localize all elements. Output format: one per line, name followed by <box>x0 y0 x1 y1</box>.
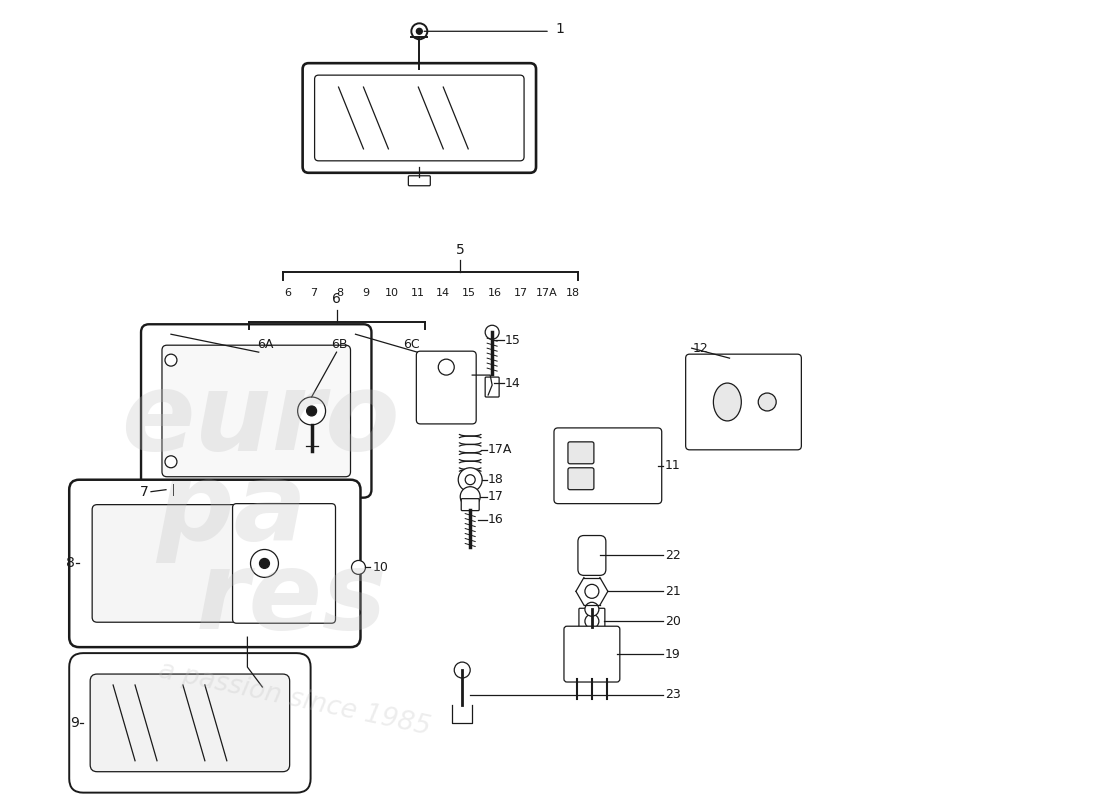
Text: 17A: 17A <box>488 443 513 456</box>
Circle shape <box>585 584 598 598</box>
Text: 16: 16 <box>488 288 502 298</box>
Text: 18: 18 <box>488 474 504 486</box>
Circle shape <box>485 326 499 339</box>
Text: 10: 10 <box>384 288 398 298</box>
Text: 12: 12 <box>693 342 708 354</box>
Text: 22: 22 <box>664 549 681 562</box>
FancyBboxPatch shape <box>69 480 361 647</box>
Text: 23: 23 <box>664 689 681 702</box>
FancyBboxPatch shape <box>141 324 372 498</box>
Circle shape <box>251 550 278 578</box>
Text: 1: 1 <box>556 22 564 36</box>
FancyBboxPatch shape <box>90 674 289 772</box>
Circle shape <box>307 406 317 416</box>
Text: 15: 15 <box>505 334 521 346</box>
Text: 14: 14 <box>505 377 521 390</box>
Text: 17: 17 <box>514 288 528 298</box>
Text: 15: 15 <box>462 288 476 298</box>
Circle shape <box>454 662 470 678</box>
Text: 6B: 6B <box>331 338 348 351</box>
Text: 5: 5 <box>455 242 464 257</box>
FancyBboxPatch shape <box>579 608 605 634</box>
Ellipse shape <box>714 383 741 421</box>
Circle shape <box>352 561 365 574</box>
Circle shape <box>758 393 777 411</box>
FancyBboxPatch shape <box>408 176 430 186</box>
Circle shape <box>416 28 422 34</box>
Circle shape <box>165 456 177 468</box>
FancyBboxPatch shape <box>92 505 243 622</box>
Circle shape <box>165 354 177 366</box>
Text: 11: 11 <box>410 288 425 298</box>
FancyBboxPatch shape <box>461 498 480 510</box>
Circle shape <box>438 359 454 375</box>
Text: 11: 11 <box>664 459 681 472</box>
Text: 7: 7 <box>141 485 149 498</box>
Text: 16: 16 <box>488 513 504 526</box>
FancyBboxPatch shape <box>554 428 662 504</box>
FancyBboxPatch shape <box>568 468 594 490</box>
Text: 6: 6 <box>284 288 292 298</box>
Text: 8: 8 <box>336 288 343 298</box>
Text: 19: 19 <box>664 648 681 661</box>
Text: a passion since 1985: a passion since 1985 <box>156 658 432 741</box>
FancyBboxPatch shape <box>69 653 310 793</box>
Circle shape <box>260 558 270 569</box>
Text: 9: 9 <box>70 716 79 730</box>
Text: 9: 9 <box>362 288 369 298</box>
Text: 14: 14 <box>437 288 450 298</box>
Text: 18: 18 <box>565 288 580 298</box>
Text: 8: 8 <box>66 557 75 570</box>
Text: 7: 7 <box>310 288 317 298</box>
FancyBboxPatch shape <box>167 484 191 496</box>
Text: euro: euro <box>121 367 399 473</box>
Text: res: res <box>196 546 387 652</box>
Circle shape <box>465 474 475 485</box>
FancyBboxPatch shape <box>568 442 594 464</box>
Text: 6A: 6A <box>256 338 273 351</box>
FancyBboxPatch shape <box>485 377 499 397</box>
Text: 17: 17 <box>488 490 504 503</box>
FancyBboxPatch shape <box>302 63 536 173</box>
Text: 21: 21 <box>664 585 681 598</box>
Text: 10: 10 <box>373 561 388 574</box>
FancyBboxPatch shape <box>564 626 619 682</box>
Text: 17A: 17A <box>536 288 558 298</box>
FancyBboxPatch shape <box>315 75 524 161</box>
FancyBboxPatch shape <box>232 504 336 623</box>
Circle shape <box>585 614 598 628</box>
Text: 6: 6 <box>332 292 341 306</box>
Text: 6C: 6C <box>404 338 420 351</box>
Circle shape <box>460 486 481 506</box>
Circle shape <box>298 397 326 425</box>
Text: 20: 20 <box>664 614 681 628</box>
Circle shape <box>585 602 598 616</box>
FancyBboxPatch shape <box>578 535 606 575</box>
Text: pa: pa <box>156 457 307 562</box>
FancyBboxPatch shape <box>685 354 802 450</box>
Circle shape <box>411 23 427 39</box>
Circle shape <box>459 468 482 492</box>
FancyBboxPatch shape <box>162 345 351 477</box>
FancyBboxPatch shape <box>416 351 476 424</box>
